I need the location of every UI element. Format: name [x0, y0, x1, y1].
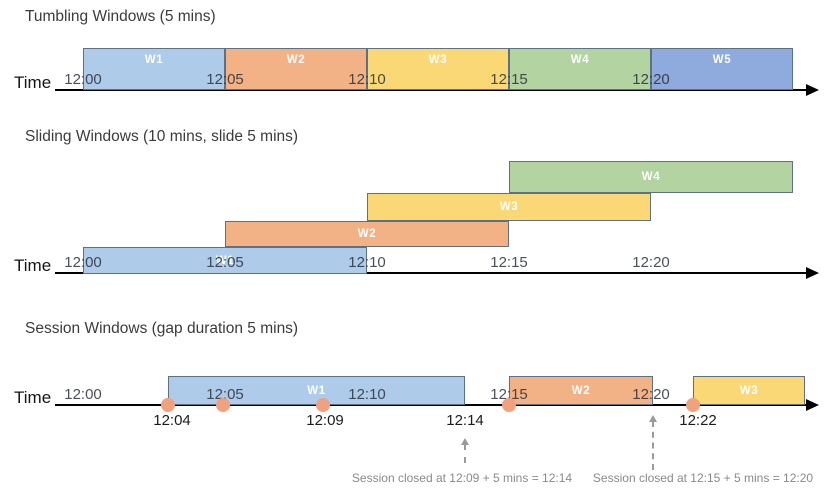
window-label: W1	[144, 54, 164, 66]
timeline-axis-sliding	[55, 272, 808, 274]
window-label: W2	[357, 228, 377, 240]
tick-label-session: 12:20	[632, 386, 670, 403]
window-bar-tumbling-w5: W5	[651, 48, 793, 90]
session-close-arrowhead	[461, 438, 469, 445]
tick-label-sliding: 12:10	[348, 254, 386, 271]
tick-label-tumbling: 12:15	[490, 71, 528, 88]
session-close-caption: Session closed at 12:09 + 5 mins = 12:14	[351, 471, 573, 485]
event-dot	[502, 398, 516, 412]
timeline-axis-session	[55, 404, 808, 406]
window-bar-tumbling-w1: W1	[83, 48, 225, 90]
tick-label-sliding: 12:15	[490, 254, 528, 271]
timeline-axis-tumbling	[55, 89, 808, 91]
session-close-arrowhead	[649, 415, 657, 422]
event-dot	[316, 398, 330, 412]
window-bar-sliding-w4: W4	[509, 161, 793, 193]
tick-label-session: 12:10	[348, 386, 386, 403]
window-label: W5	[712, 54, 732, 66]
window-bar-tumbling-w3: W3	[367, 48, 509, 90]
window-bar-sliding-w1: W1	[83, 247, 367, 274]
timeline-arrowhead-session	[806, 399, 819, 411]
tick-label-tumbling: 12:05	[206, 71, 244, 88]
timeline-arrowhead-tumbling	[806, 84, 819, 96]
tick-label-session: 12:15	[490, 386, 528, 403]
window-label: W3	[428, 54, 448, 66]
window-bar-tumbling-w4: W4	[509, 48, 651, 90]
window-label: W4	[641, 171, 661, 183]
section-title-sliding: Sliding Windows (10 mins, slide 5 mins)	[25, 128, 299, 145]
event-time-label: 12:09	[306, 412, 344, 429]
window-label: W3	[499, 201, 519, 213]
window-label: W2	[286, 54, 306, 66]
event-time-label: 12:04	[153, 412, 191, 429]
session-close-arrow	[464, 444, 466, 463]
session-close-arrow	[652, 421, 654, 470]
window-label: W1	[307, 384, 326, 397]
timeline-arrowhead-sliding	[806, 267, 819, 279]
session-close-caption: Session closed at 12:15 + 5 mins = 12:20	[592, 471, 814, 485]
window-label: W3	[739, 384, 759, 397]
section-title-session: Session Windows (gap duration 5 mins)	[25, 320, 299, 337]
time-axis-label-tumbling: Time	[14, 73, 52, 92]
time-axis-label-sliding: Time	[14, 256, 52, 275]
event-dot	[161, 398, 175, 412]
window-label: W1	[215, 254, 235, 267]
window-bar-sliding-w3: W3	[367, 193, 651, 221]
event-dot	[686, 398, 700, 412]
tick-label-tumbling: 12:20	[632, 71, 670, 88]
event-dot	[216, 398, 230, 412]
window-label: W4	[570, 54, 590, 66]
window-bar-session-w2: W2	[509, 376, 653, 405]
window-bar-tumbling-w2: W2	[225, 48, 367, 90]
event-time-label: 12:22	[679, 412, 717, 429]
tick-label-tumbling: 12:10	[348, 71, 386, 88]
tick-label-tumbling: 12:00	[64, 71, 102, 88]
event-time-label: 12:14	[446, 412, 484, 429]
tick-label-sliding: 12:20	[632, 254, 670, 271]
window-bar-session-w3: W3	[693, 376, 805, 405]
tick-label-sliding: 12:05	[206, 254, 244, 271]
time-axis-label-session: Time	[14, 388, 52, 407]
tick-label-sliding: 12:00	[64, 254, 102, 271]
window-bar-sliding-w2: W2	[225, 221, 509, 247]
section-title-tumbling: Tumbling Windows (5 mins)	[25, 8, 216, 25]
tick-label-session: 12:05	[206, 386, 244, 403]
window-label: W2	[571, 384, 591, 397]
tick-label-session: 12:00	[64, 386, 102, 403]
